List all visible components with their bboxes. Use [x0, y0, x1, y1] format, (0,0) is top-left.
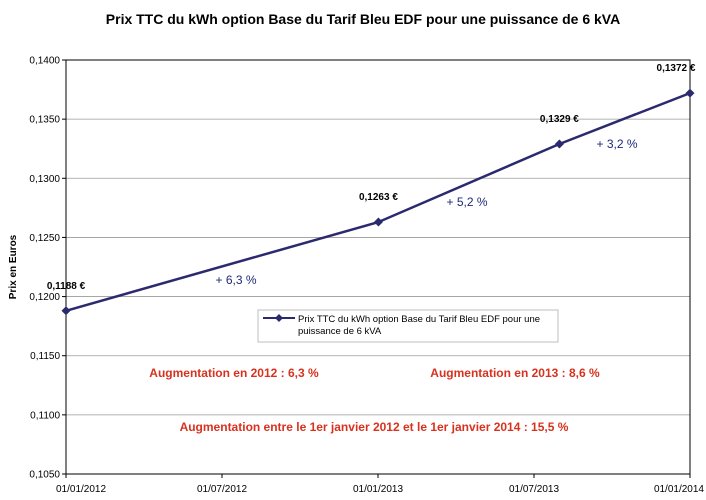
y-tick-label: 0,1250	[29, 233, 60, 244]
annotations: Augmentation en 2012 : 6,3 % Augmentatio…	[149, 366, 600, 434]
series-price	[61, 88, 695, 316]
y-axis-label: Prix en Euros	[8, 234, 19, 299]
series-marker	[685, 88, 695, 98]
annotation-increase-2013: Augmentation en 2013 : 8,6 %	[430, 366, 600, 380]
data-labels: 0,1188 € 0,1263 € 0,1329 € 0,1372 €	[47, 63, 696, 292]
x-tick-label: 01/01/2013	[353, 484, 403, 495]
x-axis-ticks: 01/01/2012 01/07/2012 01/01/2013 01/07/2013…	[56, 474, 704, 495]
x-tick-label: 01/07/2012	[197, 484, 247, 495]
annotation-increase-total: Augmentation entre le 1er janvier 2012 e…	[180, 420, 569, 434]
legend-marker	[275, 314, 283, 322]
y-axis-ticks: 0,1050 0,1100 0,1150 0,1200 0,1250 0,1300 0,13…	[29, 56, 66, 481]
data-label: 0,1372 €	[657, 63, 696, 74]
x-tick-label: 01/01/2014	[654, 484, 704, 495]
legend-label-line2: puissance de 6 kVA	[298, 326, 382, 337]
series-marker	[61, 306, 71, 316]
y-tick-label: 0,1050	[29, 470, 60, 481]
y-tick-label: 0,1150	[30, 351, 60, 362]
series-marker	[373, 217, 383, 227]
legend: Prix TTC du kWh option Base du Tarif Ble…	[257, 309, 559, 343]
x-tick-label: 01/07/2013	[509, 484, 559, 495]
y-tick-label: 0,1400	[29, 56, 60, 67]
data-label: 0,1329 €	[540, 114, 579, 125]
y-tick-label: 0,1300	[29, 174, 60, 185]
percent-change-2013a: + 5,2 %	[446, 195, 487, 209]
legend-label-line1: Prix TTC du kWh option Base du Tarif Ble…	[298, 314, 540, 325]
legend-box	[257, 309, 559, 343]
percent-change-2012: + 6,3 %	[215, 273, 256, 287]
percent-change-labels: + 6,3 % + 5,2 % + 3,2 %	[215, 137, 637, 287]
y-tick-label: 0,1200	[29, 292, 60, 303]
annotation-increase-2012: Augmentation en 2012 : 6,3 %	[149, 366, 319, 380]
chart-title: Prix TTC du kWh option Base du Tarif Ble…	[106, 11, 620, 27]
percent-change-2013b: + 3,2 %	[596, 137, 637, 151]
series-markers	[61, 88, 695, 316]
series-line	[65, 91, 691, 312]
y-tick-label: 0,1350	[29, 115, 60, 126]
grid	[66, 59, 690, 475]
plot-area	[65, 59, 691, 475]
data-label: 0,1188 €	[47, 281, 86, 292]
x-tick-label: 01/01/2012	[56, 484, 106, 495]
series-marker	[554, 139, 564, 149]
data-label: 0,1263 €	[359, 192, 398, 203]
y-tick-label: 0,1100	[30, 410, 60, 421]
